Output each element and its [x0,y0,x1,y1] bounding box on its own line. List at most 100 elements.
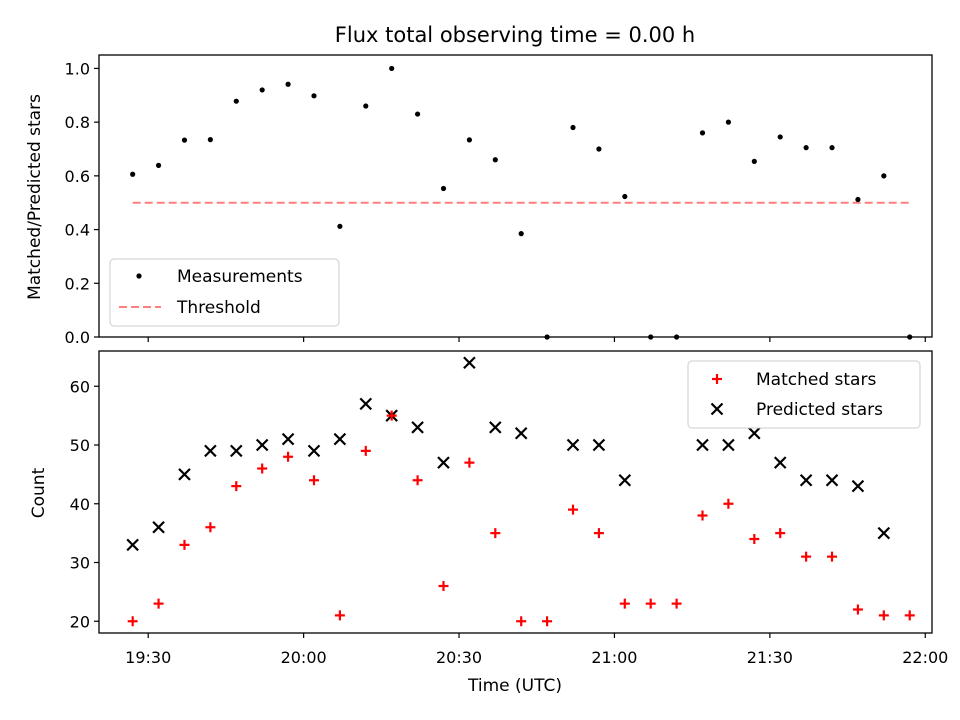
matched-stars-point [153,598,164,609]
predicted-stroke [255,438,269,452]
matched-stars-point [593,528,604,539]
predicted-stars-point [877,526,891,540]
x-tick-label: 20:30 [436,648,482,667]
predicted-stroke [359,397,373,411]
legend-matched-label: Matched stars [756,370,876,390]
measurement-point [440,185,447,192]
matched-stars-point [671,598,682,609]
matched-stars-point [801,551,812,562]
legend-measurements-label: Measurements [177,267,303,287]
measurement-point [389,65,395,72]
predicted-stroke [696,438,709,452]
bottom-y-axis-label: Count [29,467,49,518]
matched-stars-point [852,604,863,615]
measurement-point [311,93,317,99]
measurement-point [285,81,291,87]
x-ticks: 19:30 20:00 20:30 21:00 21:30 22:00 [125,337,948,667]
matched-stars-point [568,504,579,515]
measurement-point [725,119,732,125]
matched-stars-point [334,610,345,621]
top-legend-box [109,258,340,327]
top-plot-marks [130,65,913,340]
measurement-point [622,193,628,200]
x-axis-label: Time (UTC) [467,676,562,696]
top-y-tick-label: 0.2 [65,274,90,293]
predicted-stars-point [178,468,191,481]
predicted-stroke [489,421,502,434]
matched-stars-point [360,445,371,456]
top-y-ticks: 0.0 0.2 0.4 0.6 0.8 1.0 [65,59,99,347]
measurement-point [829,145,835,151]
predicted-stars-point [411,421,424,434]
predicted-stars-point [204,444,217,458]
matched-stars-point [645,598,656,609]
top-plot-frame [98,54,933,338]
measurement-point [570,124,576,131]
x-tick-label: 21:00 [591,648,637,667]
measurement-point [259,87,265,93]
predicted-stars-point [126,538,139,552]
matched-stars-point [827,551,838,562]
measurement-point [777,134,783,140]
top-y-tick-label: 0.0 [65,328,90,347]
predicted-stars-point [799,473,813,487]
measurement-point [518,231,524,237]
measurement-point [363,103,369,109]
predicted-stroke [411,421,424,434]
matched-stars-point [619,598,630,609]
predicted-stroke [877,526,891,540]
matched-stars-point [697,510,708,521]
predicted-stars-point [773,456,787,469]
matched-stars-point [542,616,553,627]
top-y-tick-label: 0.8 [65,113,90,132]
predicted-stroke [566,438,580,452]
predicted-stroke [592,438,606,452]
measurement-point [881,173,887,179]
bottom-y-tick-label: 20 [70,612,90,631]
legend-predicted-label: Predicted stars [756,400,883,420]
predicted-stars-point [463,356,476,370]
bottom-y-tick-label: 40 [70,495,90,514]
predicted-stars-point [618,473,632,487]
top-y-tick-label: 0.6 [65,167,90,186]
matched-stars-point [257,463,268,474]
predicted-stroke [722,438,735,452]
predicted-stroke [773,456,787,469]
matched-stars-point [438,581,449,591]
predicted-stars-point [307,444,321,458]
matched-stars-point [749,534,760,544]
measurement-point [155,162,162,168]
predicted-stars-point [566,438,580,452]
x-tick-label: 19:30 [125,648,171,667]
predicted-stars-point [722,438,735,452]
legend-predicted-marker [710,402,724,416]
matched-stars-point [723,498,734,509]
matched-stars-point [878,610,889,621]
measurement-point [803,145,809,151]
matched-stars-point [179,539,190,550]
bottom-y-ticks: 20 30 40 50 60 [70,377,99,631]
predicted-stars-point [437,456,450,469]
top-y-axis-label: Matched/Predicted stars [25,94,45,300]
predicted-stars-point [333,432,347,446]
bottom-legend-box [687,360,921,429]
predicted-stroke [851,479,865,493]
predicted-stars-point [230,444,243,458]
chart-title: Flux total observing time = 0.00 h [335,23,695,47]
measurement-point [207,137,213,143]
predicted-stroke [825,473,839,487]
bottom-y-tick-label: 30 [70,554,90,573]
matched-stars-point [775,528,786,539]
bottom-ylabel-group: Count [29,467,49,518]
top-y-tick-label: 0.4 [65,221,90,240]
x-tick-label: 22:00 [902,648,948,667]
measurement-point [233,98,239,104]
measurement-point [414,111,421,117]
predicted-stroke [307,444,321,458]
measurement-point [130,171,136,177]
predicted-stars-point [255,438,269,452]
predicted-stroke [152,520,165,534]
measurement-point [855,196,861,203]
bottom-y-tick-label: 50 [70,436,90,455]
predicted-stars-point [152,520,165,534]
